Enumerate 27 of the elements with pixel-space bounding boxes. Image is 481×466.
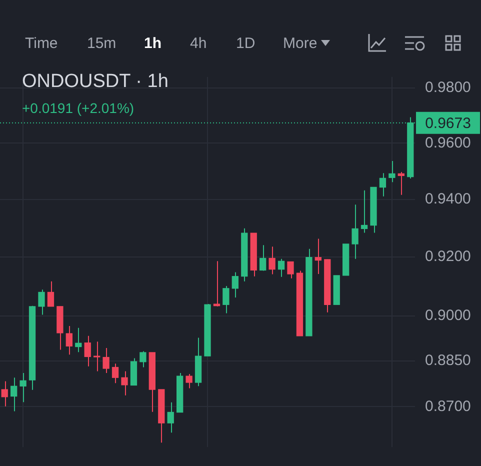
y-tick-label: 0.9800 [425,79,471,96]
candlestick [121,370,128,396]
candlestick [56,306,64,350]
candlestick [370,186,377,234]
chart-title: ONDOUSDT · 1h [22,71,168,92]
y-tick-label: 0.9600 [425,134,471,152]
text: 1D [236,35,256,52]
text: Time [25,35,58,52]
y-tick-label: 0.9200 [425,248,471,266]
candlestick [222,286,230,314]
ref-line-label: 0.9673 [425,114,471,132]
y-tick-label: 0.9400 [425,190,471,208]
candlestick [342,244,350,276]
candlestick [352,204,358,260]
text: 4h [190,35,207,52]
candlestick [140,350,146,368]
text: 1h [144,35,162,52]
candlestick [102,347,110,374]
text: More [283,35,318,52]
text: +0.0191 (+2.01%) [22,100,134,116]
y-tick-label: 0.8850 [425,352,471,370]
text: 15m [87,35,116,52]
candlestick [204,304,211,357]
y-tick-label: 0.9000 [425,307,471,324]
candlestick [306,248,312,336]
y-tick-label: 0.8700 [425,398,471,415]
candlestick [287,261,294,279]
